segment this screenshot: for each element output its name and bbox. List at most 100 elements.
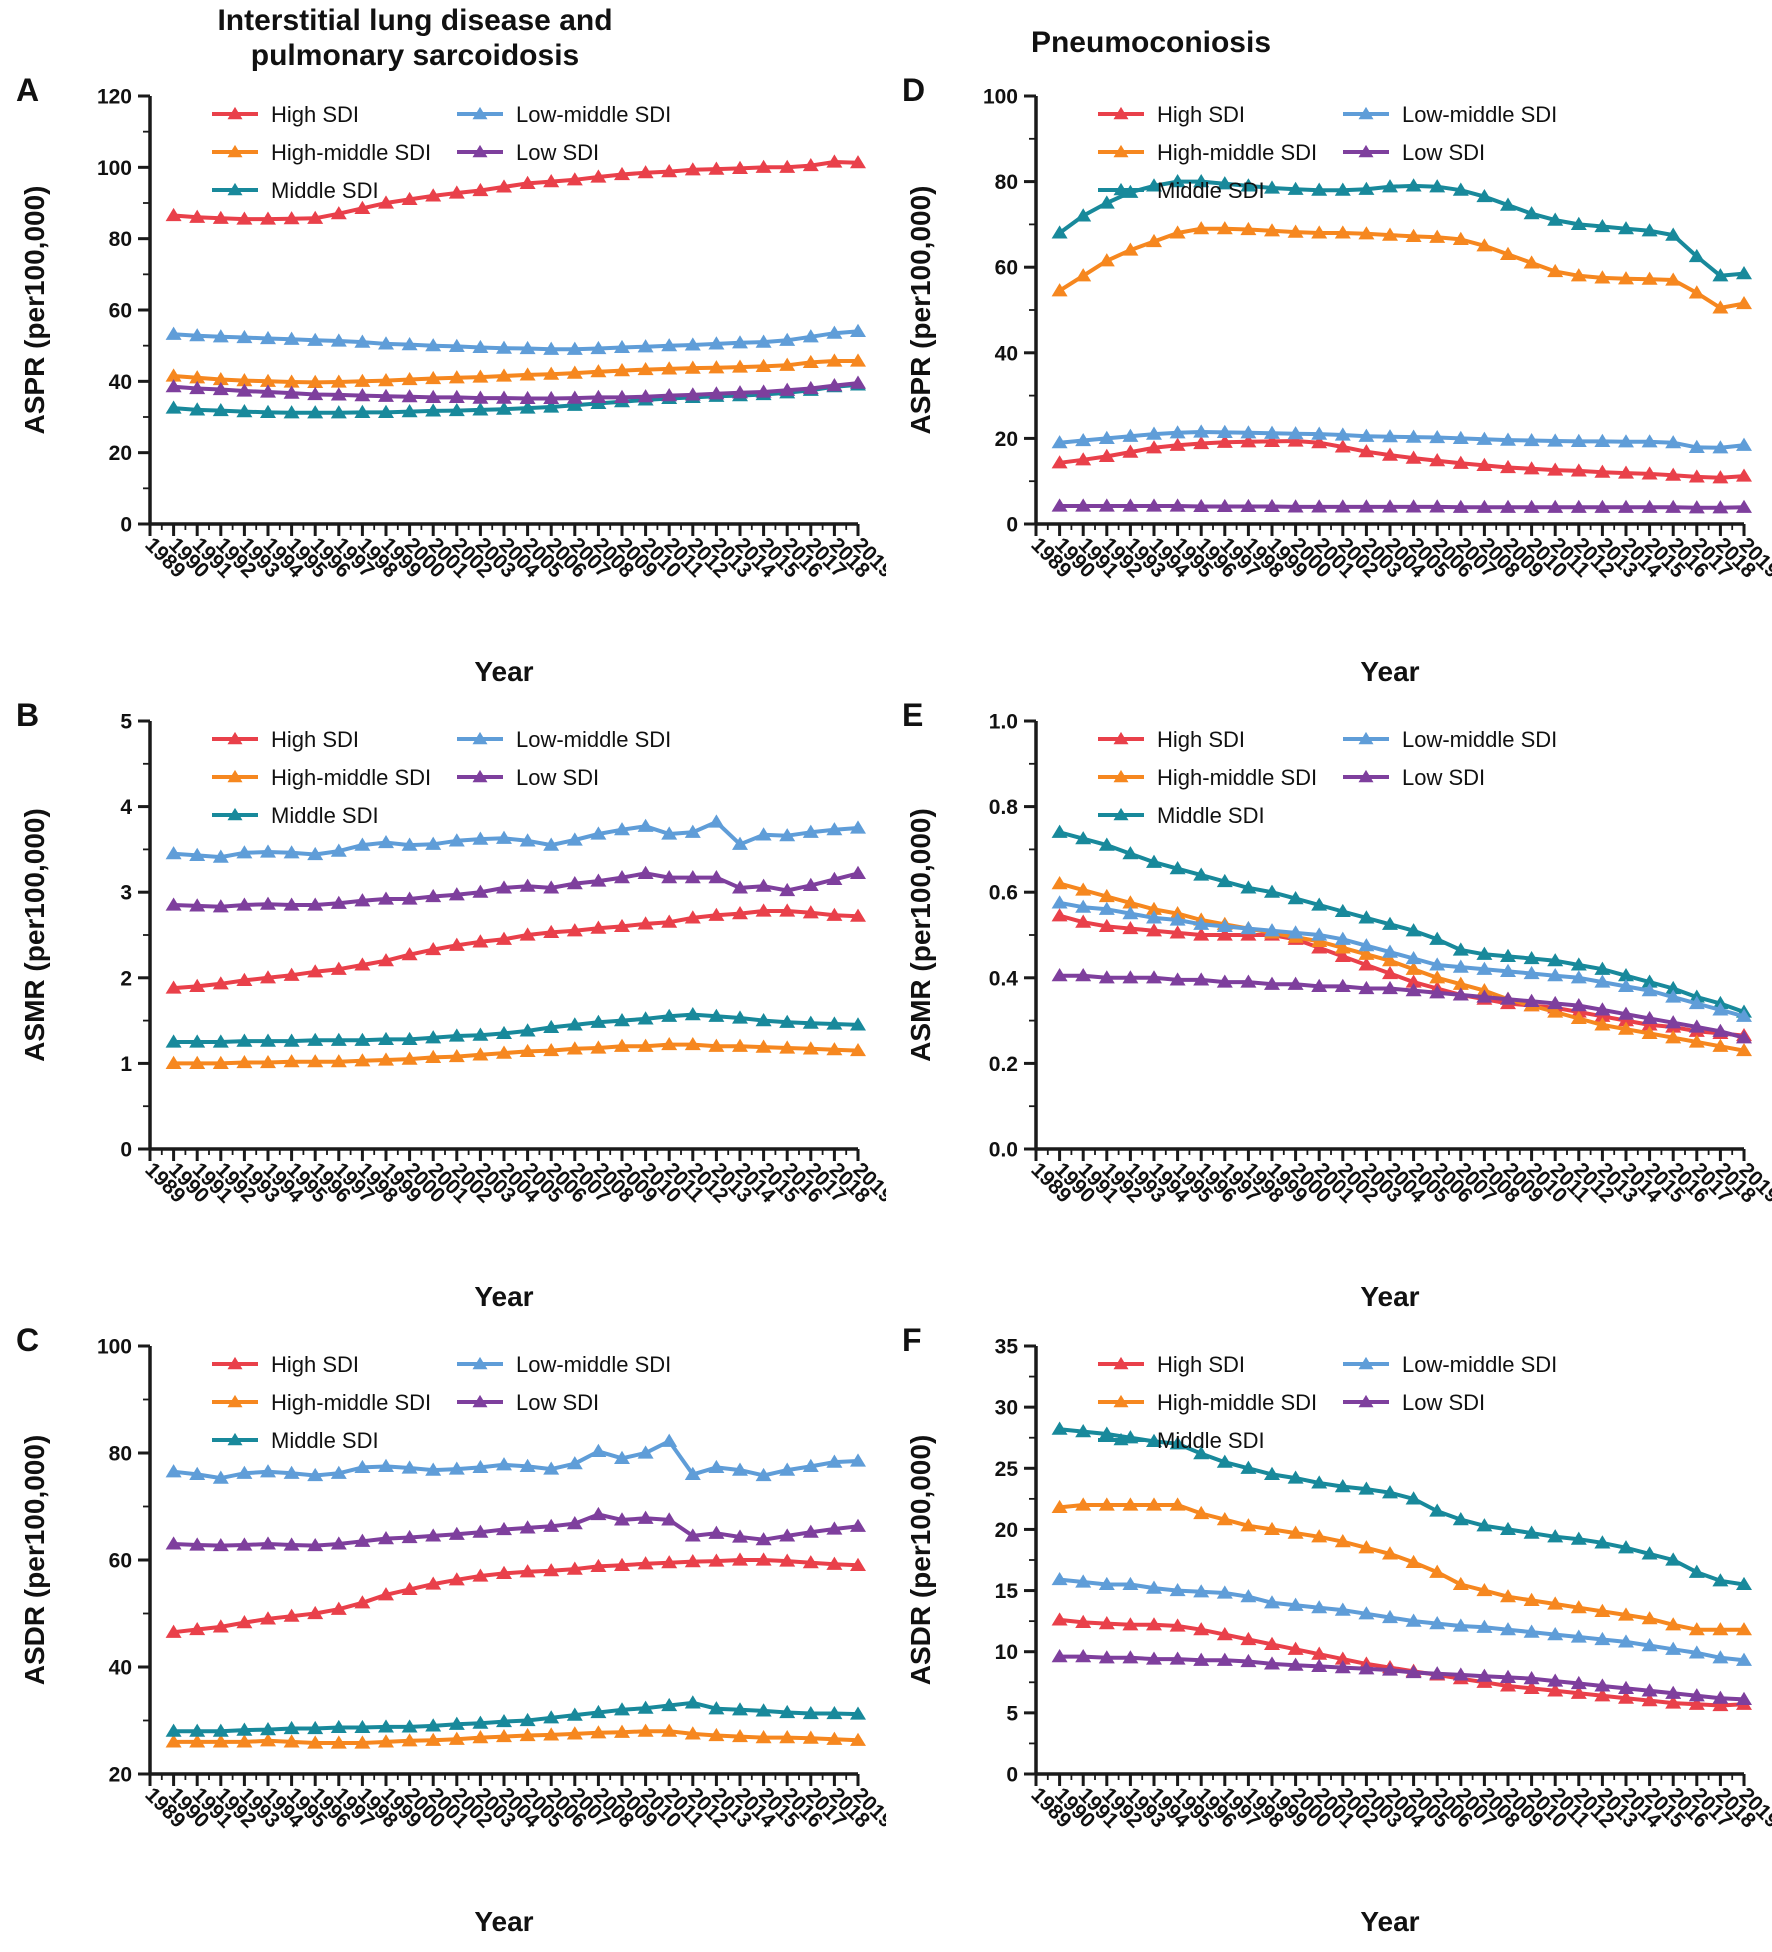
legend: High SDI High-middle SDI Middle SDI Low-mid…	[1098, 727, 1557, 828]
y-axis-ticks: 0.0 0.2 0.4 0.6 0.8 1.0	[989, 711, 1036, 1162]
legend-item-low-middle-sdi: Low-middle SDI	[457, 727, 671, 752]
series-markers	[165, 353, 867, 389]
legend-marker-high-sdi-icon	[227, 731, 243, 745]
legend-label: High-middle SDI	[1157, 1390, 1317, 1415]
y-axis-title: ASDR (per100,000)	[19, 1435, 50, 1686]
legend-item-low-middle-sdi: Low-middle SDI	[457, 102, 671, 127]
series-markers	[165, 375, 867, 405]
legend-label: High SDI	[1157, 1352, 1245, 1377]
legend-marker-low-middle-sdi-icon	[472, 106, 488, 120]
y-tick-label: 60	[109, 1550, 132, 1573]
series-low-middle-sdi	[165, 323, 867, 355]
legend-label: High-middle SDI	[1157, 765, 1317, 790]
legend-label: Low SDI	[516, 1390, 599, 1415]
legend-label: High SDI	[271, 1352, 359, 1377]
legend-label: Low-middle SDI	[516, 102, 671, 127]
chart-F-asdr-pneumoconiosis: 0 5 10 15 20 25 30 35 19891990199119921993199419…	[905, 1336, 1772, 1938]
series-markers	[165, 323, 867, 355]
series-markers	[165, 1552, 867, 1638]
panel-D: D 0 20 40 60 80 100 1989 1990 1991 1992 1993 1994 19…	[886, 72, 1772, 697]
legend-marker-low-sdi-icon	[472, 144, 488, 158]
series-high-middle-sdi	[1051, 1497, 1752, 1636]
legend-marker-high-middle-sdi-icon	[1113, 1394, 1129, 1408]
series-middle-sdi	[1051, 824, 1752, 1018]
series-markers	[1051, 1571, 1752, 1666]
y-tick-label: 20	[109, 1764, 132, 1787]
axes	[148, 96, 858, 526]
x-axis-title: Year	[474, 1906, 533, 1937]
series-markers	[1051, 424, 1752, 454]
legend-item-high-middle-sdi: High-middle SDI	[1098, 1390, 1317, 1415]
series-markers	[165, 1695, 867, 1737]
panel-letter-A: A	[16, 72, 40, 108]
legend-item-low-sdi: Low SDI	[1343, 765, 1485, 790]
legend-label: High SDI	[1157, 727, 1245, 752]
series-markers	[1051, 968, 1752, 1044]
legend-marker-low-middle-sdi-icon	[472, 1356, 488, 1370]
legend-marker-middle-sdi-icon	[227, 807, 243, 821]
y-tick-label: 60	[995, 257, 1018, 280]
legend-item-high-sdi: High SDI	[1098, 1352, 1245, 1377]
panel-letter-B: B	[16, 697, 40, 733]
legend-marker-high-sdi-icon	[227, 1356, 243, 1370]
series-line	[1057, 1503, 1746, 1632]
legend-marker-high-sdi-icon	[1113, 1356, 1129, 1370]
series-high-sdi	[165, 1552, 867, 1638]
legend-item-high-sdi: High SDI	[1098, 102, 1245, 127]
y-tick-label: 0.0	[989, 1139, 1018, 1162]
legend-item-high-sdi: High SDI	[212, 1352, 359, 1377]
series-high-middle-sdi	[165, 1036, 867, 1069]
y-tick-label: 20	[109, 442, 132, 465]
series-line	[171, 1012, 860, 1044]
legend-label: Low-middle SDI	[516, 1352, 671, 1377]
y-tick-label: 15	[995, 1580, 1019, 1603]
series-markers	[1051, 824, 1752, 1018]
series-high-middle-sdi	[1051, 221, 1752, 314]
series-markers	[1051, 876, 1752, 1057]
y-tick-label: 20	[995, 1519, 1018, 1542]
y-tick-label: 40	[109, 371, 132, 394]
y-axis-title: ASDR (per100,000)	[905, 1435, 936, 1686]
series-low-middle-sdi	[1051, 1571, 1752, 1666]
legend-marker-middle-sdi-icon	[1113, 182, 1129, 196]
y-tick-label: 40	[109, 1657, 132, 1680]
legend-item-high-sdi: High SDI	[212, 727, 359, 752]
series-line	[171, 1558, 860, 1635]
legend-item-low-middle-sdi: Low-middle SDI	[1343, 102, 1557, 127]
legend-marker-high-middle-sdi-icon	[227, 144, 243, 158]
series-markers	[1051, 1497, 1752, 1636]
left-title-line2: pulmonary sarcoidosis	[250, 38, 580, 72]
legend-item-low-sdi: Low SDI	[457, 765, 599, 790]
y-tick-label: 0	[120, 1139, 132, 1162]
panel-letter-C: C	[16, 1322, 40, 1358]
legend-label: Low SDI	[516, 140, 599, 165]
y-tick-label: 2	[120, 967, 132, 990]
series-markers	[165, 1723, 867, 1749]
legend-item-low-middle-sdi: Low-middle SDI	[457, 1352, 671, 1377]
y-tick-label: 40	[995, 342, 1018, 365]
series-line	[1057, 439, 1746, 480]
y-tick-label: 4	[120, 796, 132, 819]
legend-label: Low-middle SDI	[1402, 727, 1557, 752]
series-markers	[165, 1036, 867, 1069]
legend-marker-low-sdi-icon	[472, 1394, 488, 1408]
legend-marker-low-sdi-icon	[472, 769, 488, 783]
y-tick-label: 1.0	[989, 711, 1018, 734]
legend-label: High-middle SDI	[1157, 140, 1317, 165]
panel-B: B 0 1 2 3 4 5 1989 1990 1991 1992 1993 1994 1995 1996…	[0, 697, 886, 1322]
legend-marker-high-middle-sdi-icon	[227, 1394, 243, 1408]
y-tick-label: 0	[120, 514, 132, 537]
legend-label: Low-middle SDI	[516, 727, 671, 752]
x-axis-title: Year	[474, 656, 533, 687]
legend-marker-low-middle-sdi-icon	[1358, 1356, 1374, 1370]
legend-label: High SDI	[271, 102, 359, 127]
legend-item-high-middle-sdi: High-middle SDI	[212, 1390, 431, 1415]
panel-C: C 20 40 60 80 100 1989 1990 1991 1992 1993 1994 199…	[0, 1322, 886, 1947]
y-tick-label: 1	[120, 1053, 132, 1076]
series-high-middle-sdi	[1051, 876, 1752, 1057]
left-column-title: Interstitial lung disease and pulmonary …	[60, 4, 770, 74]
panel-letter-F: F	[902, 1322, 922, 1358]
legend-marker-middle-sdi-icon	[227, 182, 243, 196]
series-line	[1057, 226, 1746, 310]
series-line	[1057, 1577, 1746, 1663]
